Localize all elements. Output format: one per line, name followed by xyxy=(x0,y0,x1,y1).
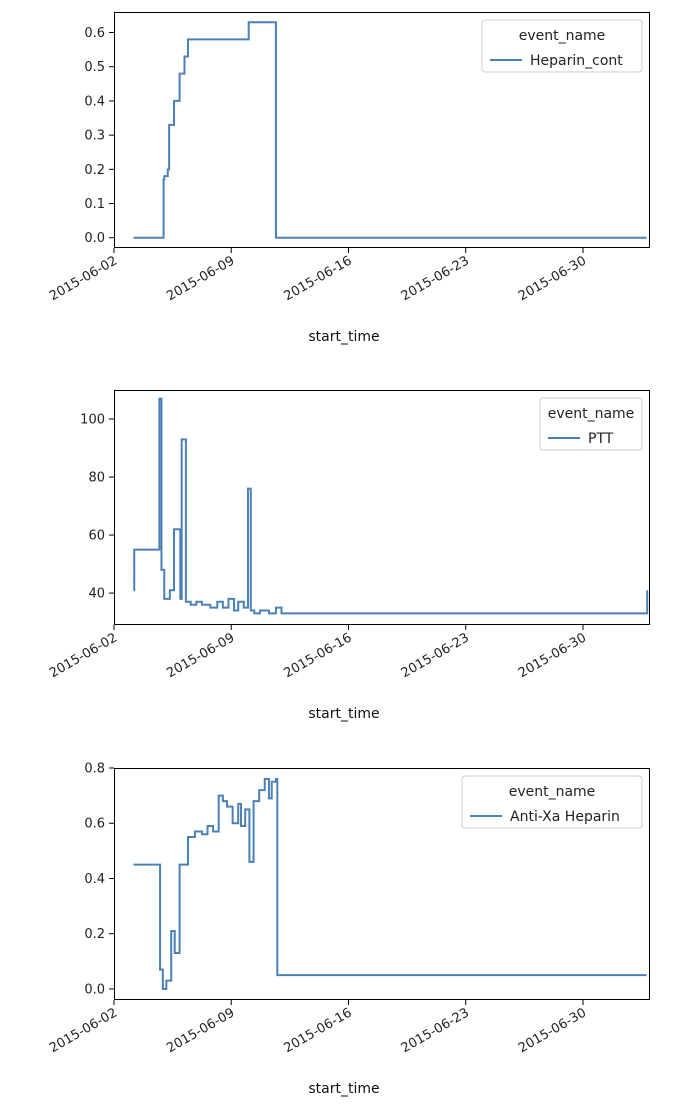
chart-2-ytick-label: 0.4 xyxy=(84,872,105,887)
chart-0-xtick-label: 2015-06-23 xyxy=(399,253,472,304)
chart-1-ytick-label: 40 xyxy=(88,587,105,602)
chart-0-ytick-label: 0.6 xyxy=(84,26,105,41)
chart-2-xtick-label: 2015-06-30 xyxy=(516,1005,589,1056)
chart-0-ytick-label: 0.5 xyxy=(84,60,105,75)
chart-1-legend: event_name PTT xyxy=(539,397,643,451)
chart-2-ytick-label: 0.0 xyxy=(84,982,105,997)
chart-1-series-line xyxy=(133,397,649,615)
chart-2-legend-box xyxy=(461,775,643,829)
chart-2-ytick-label: 0.6 xyxy=(84,817,105,832)
chart-1-xtick-label: 2015-06-23 xyxy=(399,630,472,681)
chart-2-xtick-label: 2015-06-23 xyxy=(399,1005,472,1056)
chart-2-xtick-label: 2015-06-16 xyxy=(282,1005,355,1056)
chart-1-ytick-label: 80 xyxy=(88,471,105,486)
chart-2-series-line xyxy=(133,778,647,990)
chart-2-xlabel: start_time xyxy=(308,1081,379,1097)
chart-0-ytick-label: 0.1 xyxy=(84,197,105,212)
chart-1-legend-title: event_name xyxy=(548,406,635,422)
chart-0-legend-label: Heparin_cont xyxy=(530,53,623,69)
chart-1-xlabel: start_time xyxy=(308,706,379,722)
chart-0-series-line xyxy=(133,21,647,239)
chart-1-xtick-label: 2015-06-16 xyxy=(282,630,355,681)
chart-2-xtick-label: 2015-06-02 xyxy=(47,1005,120,1056)
chart-0-xtick-label: 2015-06-16 xyxy=(282,253,355,304)
chart-1-xtick-label: 2015-06-09 xyxy=(164,630,237,681)
chart-1-ytick-label: 60 xyxy=(88,529,105,544)
chart-2-legend-label: Anti-Xa Heparin xyxy=(510,809,620,825)
ptt-chart: 40 60 80 100 2015-06-02 2015-06-09 2015-06-16 2… xyxy=(47,390,650,722)
chart-0-xlabel: start_time xyxy=(308,329,379,345)
chart-0-ytick-label: 0.2 xyxy=(84,163,105,178)
chart-0-ytick-label: 0.3 xyxy=(84,129,105,144)
chart-0-legend-title: event_name xyxy=(519,28,606,44)
chart-0-plot-frame xyxy=(114,12,650,248)
chart-0-ytick-label: 0.4 xyxy=(84,94,105,109)
chart-1-xtick-label: 2015-06-02 xyxy=(47,630,120,681)
chart-0-legend: event_name Heparin_cont xyxy=(481,19,643,73)
anti-xa-heparin-chart: 0.0 0.2 0.4 0.6 0.8 2015-06-02 2015-06-09 2015-… xyxy=(47,762,650,1097)
chart-0-ytick-label: 0.0 xyxy=(84,231,105,246)
heparin-cont-chart: 0.0 0.1 0.2 0.3 0.4 0.5 0.6 2015-06-02 2015-06-0… xyxy=(47,12,650,345)
chart-1-plot-frame xyxy=(114,390,650,625)
chart-2-xtick-label: 2015-06-09 xyxy=(164,1005,237,1056)
chart-1-xtick-label: 2015-06-30 xyxy=(516,630,589,681)
chart-0-xtick-label: 2015-06-09 xyxy=(164,253,237,304)
chart-2-ytick-label: 0.2 xyxy=(84,927,105,942)
chart-2-legend: event_name Anti-Xa Heparin xyxy=(461,775,643,829)
chart-1-ytick-label: 100 xyxy=(80,413,105,428)
chart-0-xtick-label: 2015-06-30 xyxy=(516,253,589,304)
chart-2-plot-frame xyxy=(114,768,650,1000)
chart-2-ytick-label: 0.8 xyxy=(84,762,105,777)
chart-0-xtick-label: 2015-06-02 xyxy=(47,253,120,304)
chart-1-legend-label: PTT xyxy=(588,431,614,447)
chart-2-legend-title: event_name xyxy=(509,784,596,800)
